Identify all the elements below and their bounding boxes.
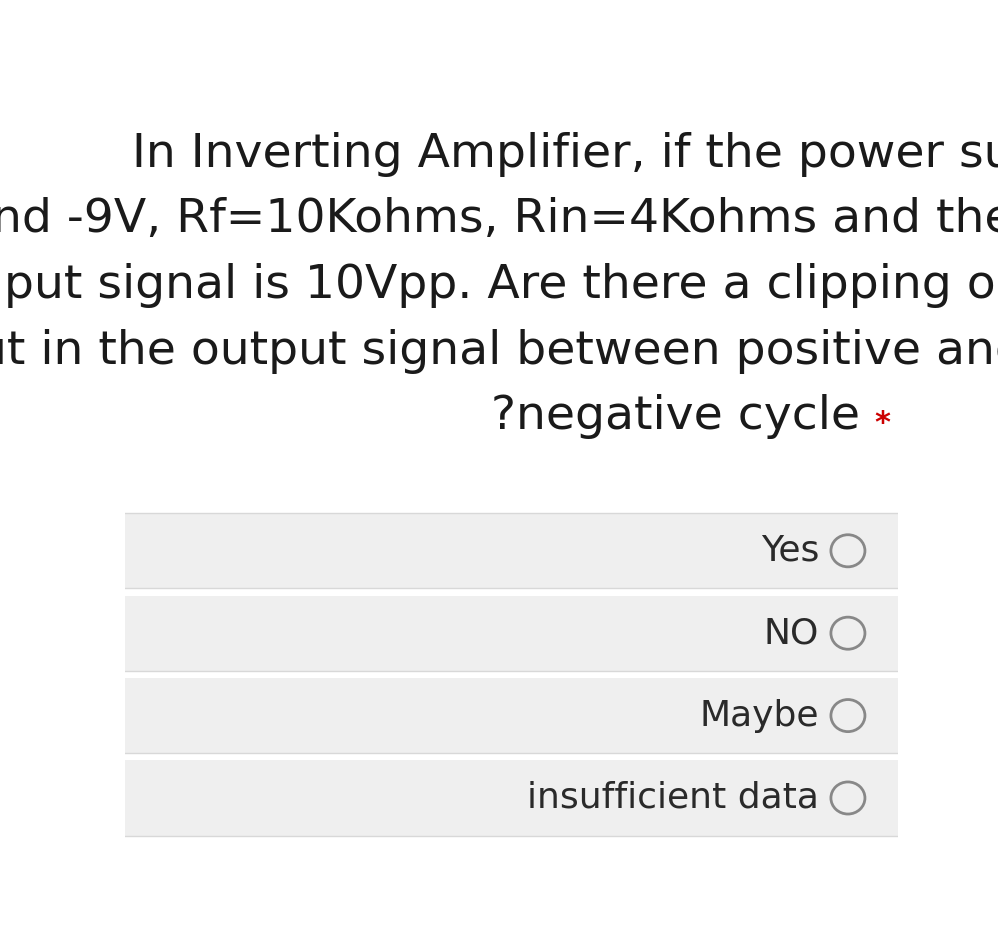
Text: *: * <box>874 409 890 438</box>
FancyBboxPatch shape <box>125 760 898 835</box>
Text: input signal is 10Vpp. Are there a clipping or: input signal is 10Vpp. Are there a clipp… <box>0 263 998 308</box>
FancyBboxPatch shape <box>125 596 898 670</box>
Text: cut in the output signal between positive and: cut in the output signal between positiv… <box>0 329 998 374</box>
Text: Yes: Yes <box>760 534 819 568</box>
Text: NO: NO <box>763 616 819 651</box>
FancyBboxPatch shape <box>125 513 898 588</box>
Text: and -9V, Rf=10Kohms, Rin=4Kohms and the: and -9V, Rf=10Kohms, Rin=4Kohms and the <box>0 198 998 242</box>
Text: In Inverting Amplifier, if the power supply is 9V .13: In Inverting Amplifier, if the power sup… <box>133 132 998 177</box>
Text: ?negative cycle: ?negative cycle <box>491 394 859 439</box>
FancyBboxPatch shape <box>125 678 898 753</box>
Text: insufficient data: insufficient data <box>527 781 819 815</box>
Text: Maybe: Maybe <box>700 699 819 733</box>
